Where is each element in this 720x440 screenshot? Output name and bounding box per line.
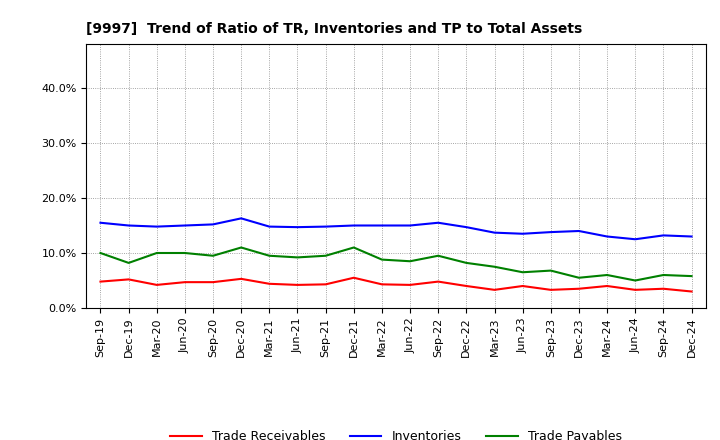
Trade Receivables bbox=[181, 279, 189, 285]
Line: Trade Receivables: Trade Receivables bbox=[101, 278, 691, 292]
Trade Receivables bbox=[462, 283, 471, 289]
Inventories bbox=[96, 220, 105, 225]
Trade Receivables bbox=[631, 287, 639, 293]
Trade Receivables bbox=[575, 286, 583, 291]
Inventories bbox=[434, 220, 443, 225]
Inventories bbox=[518, 231, 527, 236]
Trade Payables bbox=[462, 260, 471, 265]
Inventories bbox=[659, 233, 667, 238]
Trade Payables bbox=[603, 272, 611, 278]
Trade Receivables bbox=[153, 282, 161, 288]
Trade Payables bbox=[434, 253, 443, 258]
Inventories bbox=[603, 234, 611, 239]
Trade Payables bbox=[687, 273, 696, 279]
Inventories bbox=[209, 222, 217, 227]
Trade Receivables bbox=[237, 276, 246, 282]
Trade Receivables bbox=[546, 287, 555, 293]
Inventories bbox=[377, 223, 386, 228]
Trade Payables bbox=[96, 250, 105, 256]
Trade Receivables bbox=[603, 283, 611, 289]
Inventories bbox=[546, 230, 555, 235]
Line: Inventories: Inventories bbox=[101, 218, 691, 239]
Trade Payables bbox=[321, 253, 330, 258]
Trade Receivables bbox=[687, 289, 696, 294]
Trade Payables bbox=[349, 245, 358, 250]
Trade Receivables bbox=[293, 282, 302, 288]
Legend: Trade Receivables, Inventories, Trade Payables: Trade Receivables, Inventories, Trade Pa… bbox=[166, 425, 626, 440]
Trade Payables bbox=[209, 253, 217, 258]
Trade Receivables bbox=[406, 282, 415, 288]
Trade Payables bbox=[237, 245, 246, 250]
Inventories bbox=[237, 216, 246, 221]
Trade Payables bbox=[265, 253, 274, 258]
Trade Receivables bbox=[265, 281, 274, 286]
Trade Receivables bbox=[209, 279, 217, 285]
Inventories bbox=[462, 224, 471, 230]
Trade Payables bbox=[518, 270, 527, 275]
Text: [9997]  Trend of Ratio of TR, Inventories and TP to Total Assets: [9997] Trend of Ratio of TR, Inventories… bbox=[86, 22, 582, 36]
Inventories bbox=[490, 230, 499, 235]
Trade Receivables bbox=[518, 283, 527, 289]
Trade Payables bbox=[490, 264, 499, 269]
Trade Payables bbox=[181, 250, 189, 256]
Trade Payables bbox=[125, 260, 133, 265]
Trade Receivables bbox=[377, 282, 386, 287]
Trade Payables bbox=[406, 259, 415, 264]
Inventories bbox=[293, 224, 302, 230]
Inventories bbox=[575, 228, 583, 234]
Trade Receivables bbox=[96, 279, 105, 284]
Inventories bbox=[687, 234, 696, 239]
Trade Receivables bbox=[321, 282, 330, 287]
Inventories bbox=[406, 223, 415, 228]
Trade Payables bbox=[546, 268, 555, 273]
Trade Receivables bbox=[349, 275, 358, 280]
Trade Payables bbox=[377, 257, 386, 262]
Trade Receivables bbox=[659, 286, 667, 291]
Inventories bbox=[125, 223, 133, 228]
Inventories bbox=[631, 237, 639, 242]
Trade Payables bbox=[293, 255, 302, 260]
Trade Receivables bbox=[125, 277, 133, 282]
Inventories bbox=[349, 223, 358, 228]
Trade Payables bbox=[631, 278, 639, 283]
Inventories bbox=[321, 224, 330, 229]
Inventories bbox=[265, 224, 274, 229]
Trade Receivables bbox=[490, 287, 499, 293]
Trade Receivables bbox=[434, 279, 443, 284]
Inventories bbox=[153, 224, 161, 229]
Trade Payables bbox=[153, 250, 161, 256]
Trade Payables bbox=[575, 275, 583, 280]
Inventories bbox=[181, 223, 189, 228]
Line: Trade Payables: Trade Payables bbox=[101, 247, 691, 281]
Trade Payables bbox=[659, 272, 667, 278]
